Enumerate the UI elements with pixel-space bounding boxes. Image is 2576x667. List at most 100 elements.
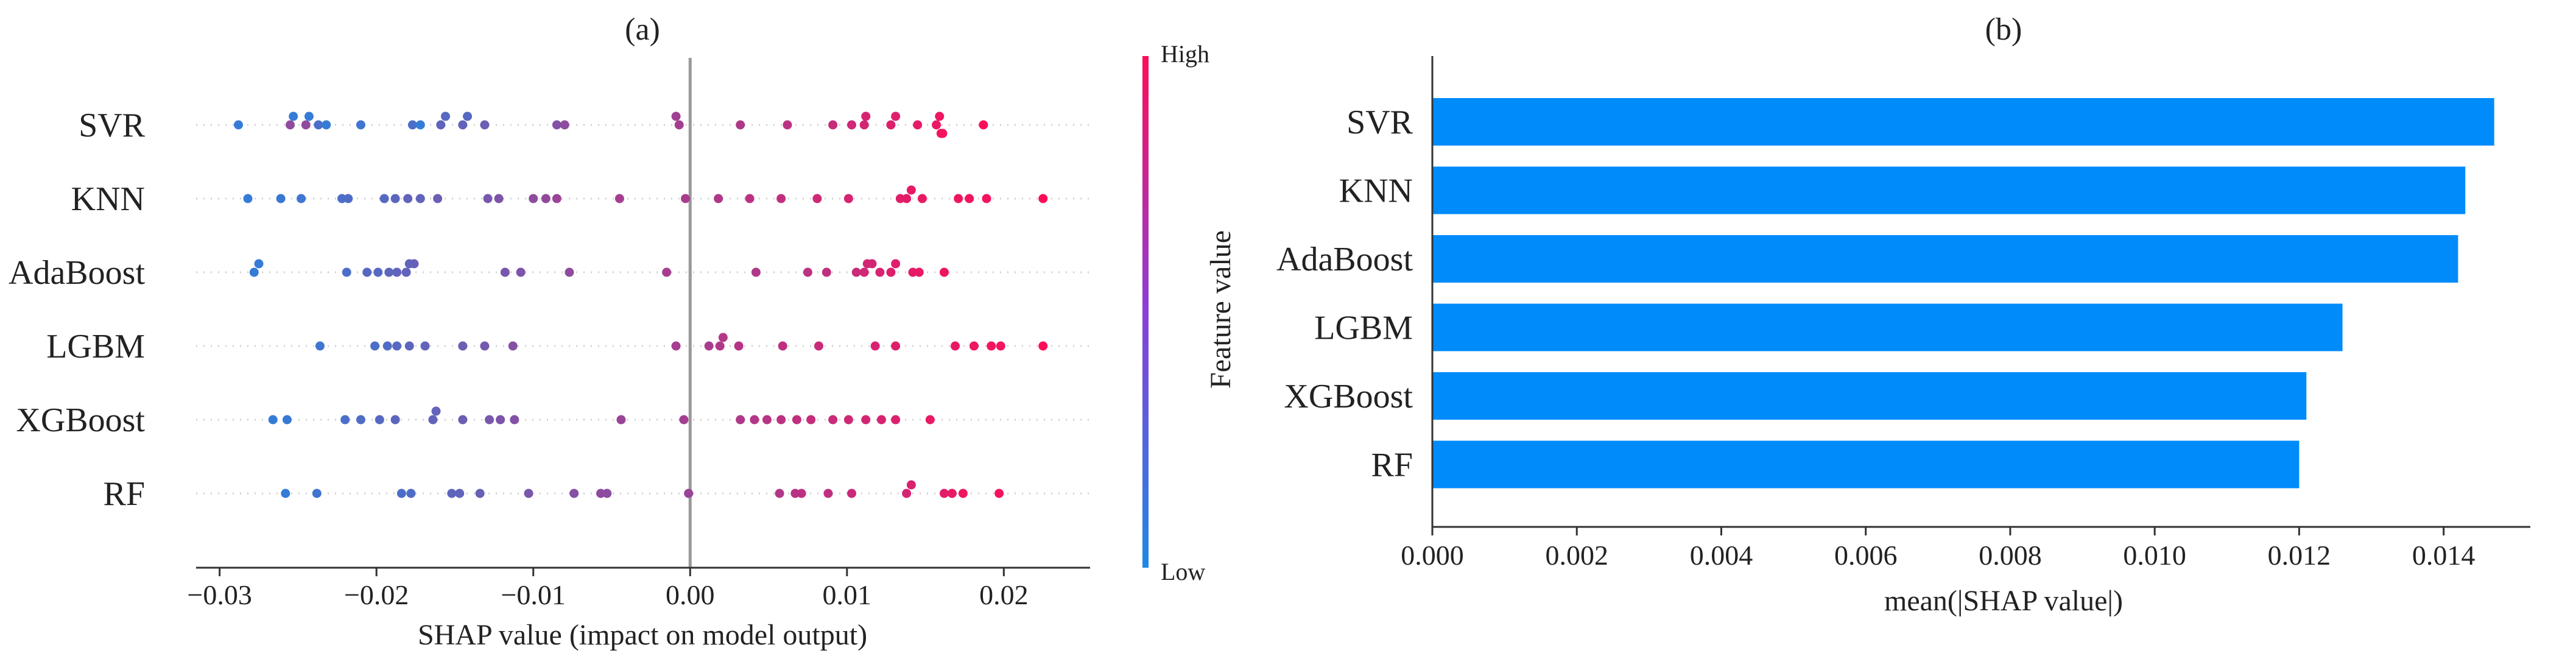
shap-point <box>902 194 912 203</box>
shap-point <box>282 415 292 425</box>
shap-point <box>428 415 438 425</box>
shap-point <box>828 120 838 130</box>
category-label: KNN <box>1339 172 1413 210</box>
x-tick-label: 0.014 <box>2412 540 2476 571</box>
shap-point <box>485 415 494 425</box>
category-label: AdaBoost <box>9 254 145 292</box>
shap-point <box>356 415 365 425</box>
shap-point <box>938 129 948 138</box>
shap-point <box>932 120 941 130</box>
bar <box>1432 166 2466 214</box>
shap-point <box>249 267 259 277</box>
shap-point <box>886 267 896 277</box>
bar-chart-bars <box>1432 98 2494 489</box>
shap-point <box>783 120 792 130</box>
shap-point <box>671 341 681 351</box>
shap-point <box>343 194 353 203</box>
shap-point <box>447 489 457 498</box>
shap-point <box>715 341 725 351</box>
shap-point <box>315 341 325 351</box>
shap-point <box>314 120 323 130</box>
shap-point <box>662 267 672 277</box>
shap-point <box>859 120 869 130</box>
shap-point <box>483 194 493 203</box>
shap-point <box>736 120 745 130</box>
shap-point <box>979 120 988 130</box>
shap-point <box>392 341 402 351</box>
shap-point <box>679 415 689 425</box>
shap-point <box>480 341 490 351</box>
shap-point <box>524 489 533 498</box>
shap-point <box>602 489 612 498</box>
shap-point <box>392 267 402 277</box>
bar <box>1432 440 2300 489</box>
shap-point <box>560 120 569 130</box>
shap-point <box>982 194 991 203</box>
shap-point <box>792 415 801 425</box>
shap-point <box>401 267 411 277</box>
x-tick-label: −0.01 <box>501 579 565 610</box>
shap-point <box>891 259 901 269</box>
shap-point <box>736 415 745 425</box>
shap-point <box>704 341 714 351</box>
shap-point <box>914 267 924 277</box>
category-label: XGBoost <box>1284 378 1413 415</box>
shap-point <box>939 267 949 277</box>
shap-point <box>996 341 1005 351</box>
shap-point <box>925 415 935 425</box>
shap-point <box>1038 341 1048 351</box>
shap-point <box>994 489 1004 498</box>
shap-point <box>234 120 244 130</box>
shap-point <box>404 341 414 351</box>
shap-point <box>409 259 419 269</box>
shap-point <box>895 194 905 203</box>
shap-point <box>565 267 574 277</box>
shap-point <box>939 489 949 498</box>
bar <box>1432 372 2307 420</box>
shap-point <box>552 120 561 130</box>
category-label: RF <box>104 475 146 513</box>
shap-point <box>433 194 443 203</box>
shap-point <box>875 267 885 277</box>
shap-point <box>342 267 351 277</box>
shap-point <box>496 415 505 425</box>
shap-point <box>828 415 838 425</box>
shap-point <box>407 120 417 130</box>
shap-point <box>891 111 901 121</box>
shap-point <box>379 194 389 203</box>
beeswarm-points <box>234 111 1048 498</box>
shap-point <box>861 415 871 425</box>
shap-point <box>286 120 295 130</box>
shap-point <box>362 267 372 277</box>
shap-point <box>843 415 853 425</box>
shap-point <box>684 489 694 498</box>
shap-point <box>775 489 784 498</box>
shap-point <box>268 415 278 425</box>
shap-point <box>906 480 916 490</box>
category-label: RF <box>1371 446 1413 484</box>
shap-point <box>382 341 392 351</box>
shap-point <box>814 341 823 351</box>
shap-point <box>1038 194 1048 203</box>
shap-point <box>373 267 383 277</box>
shap-point <box>870 341 880 351</box>
x-tick-label: 0.010 <box>2123 540 2186 571</box>
shap-point <box>614 194 624 203</box>
beeswarm-title: (a) <box>625 12 660 47</box>
beeswarm-category-labels: SVR KNN AdaBoost LGBM XGBoost RF <box>9 107 146 513</box>
shap-point <box>337 194 347 203</box>
shap-point <box>455 489 465 498</box>
shap-point <box>778 341 787 351</box>
shap-point <box>415 120 425 130</box>
shap-point <box>812 194 822 203</box>
shap-point <box>917 194 927 203</box>
shap-point <box>797 489 806 498</box>
shap-point <box>935 111 945 121</box>
bar <box>1432 235 2458 283</box>
shap-point <box>886 120 896 130</box>
shap-point <box>674 120 684 130</box>
category-label: SVR <box>1346 104 1413 141</box>
x-tick-label: −0.03 <box>187 579 252 610</box>
shap-point <box>436 120 446 130</box>
